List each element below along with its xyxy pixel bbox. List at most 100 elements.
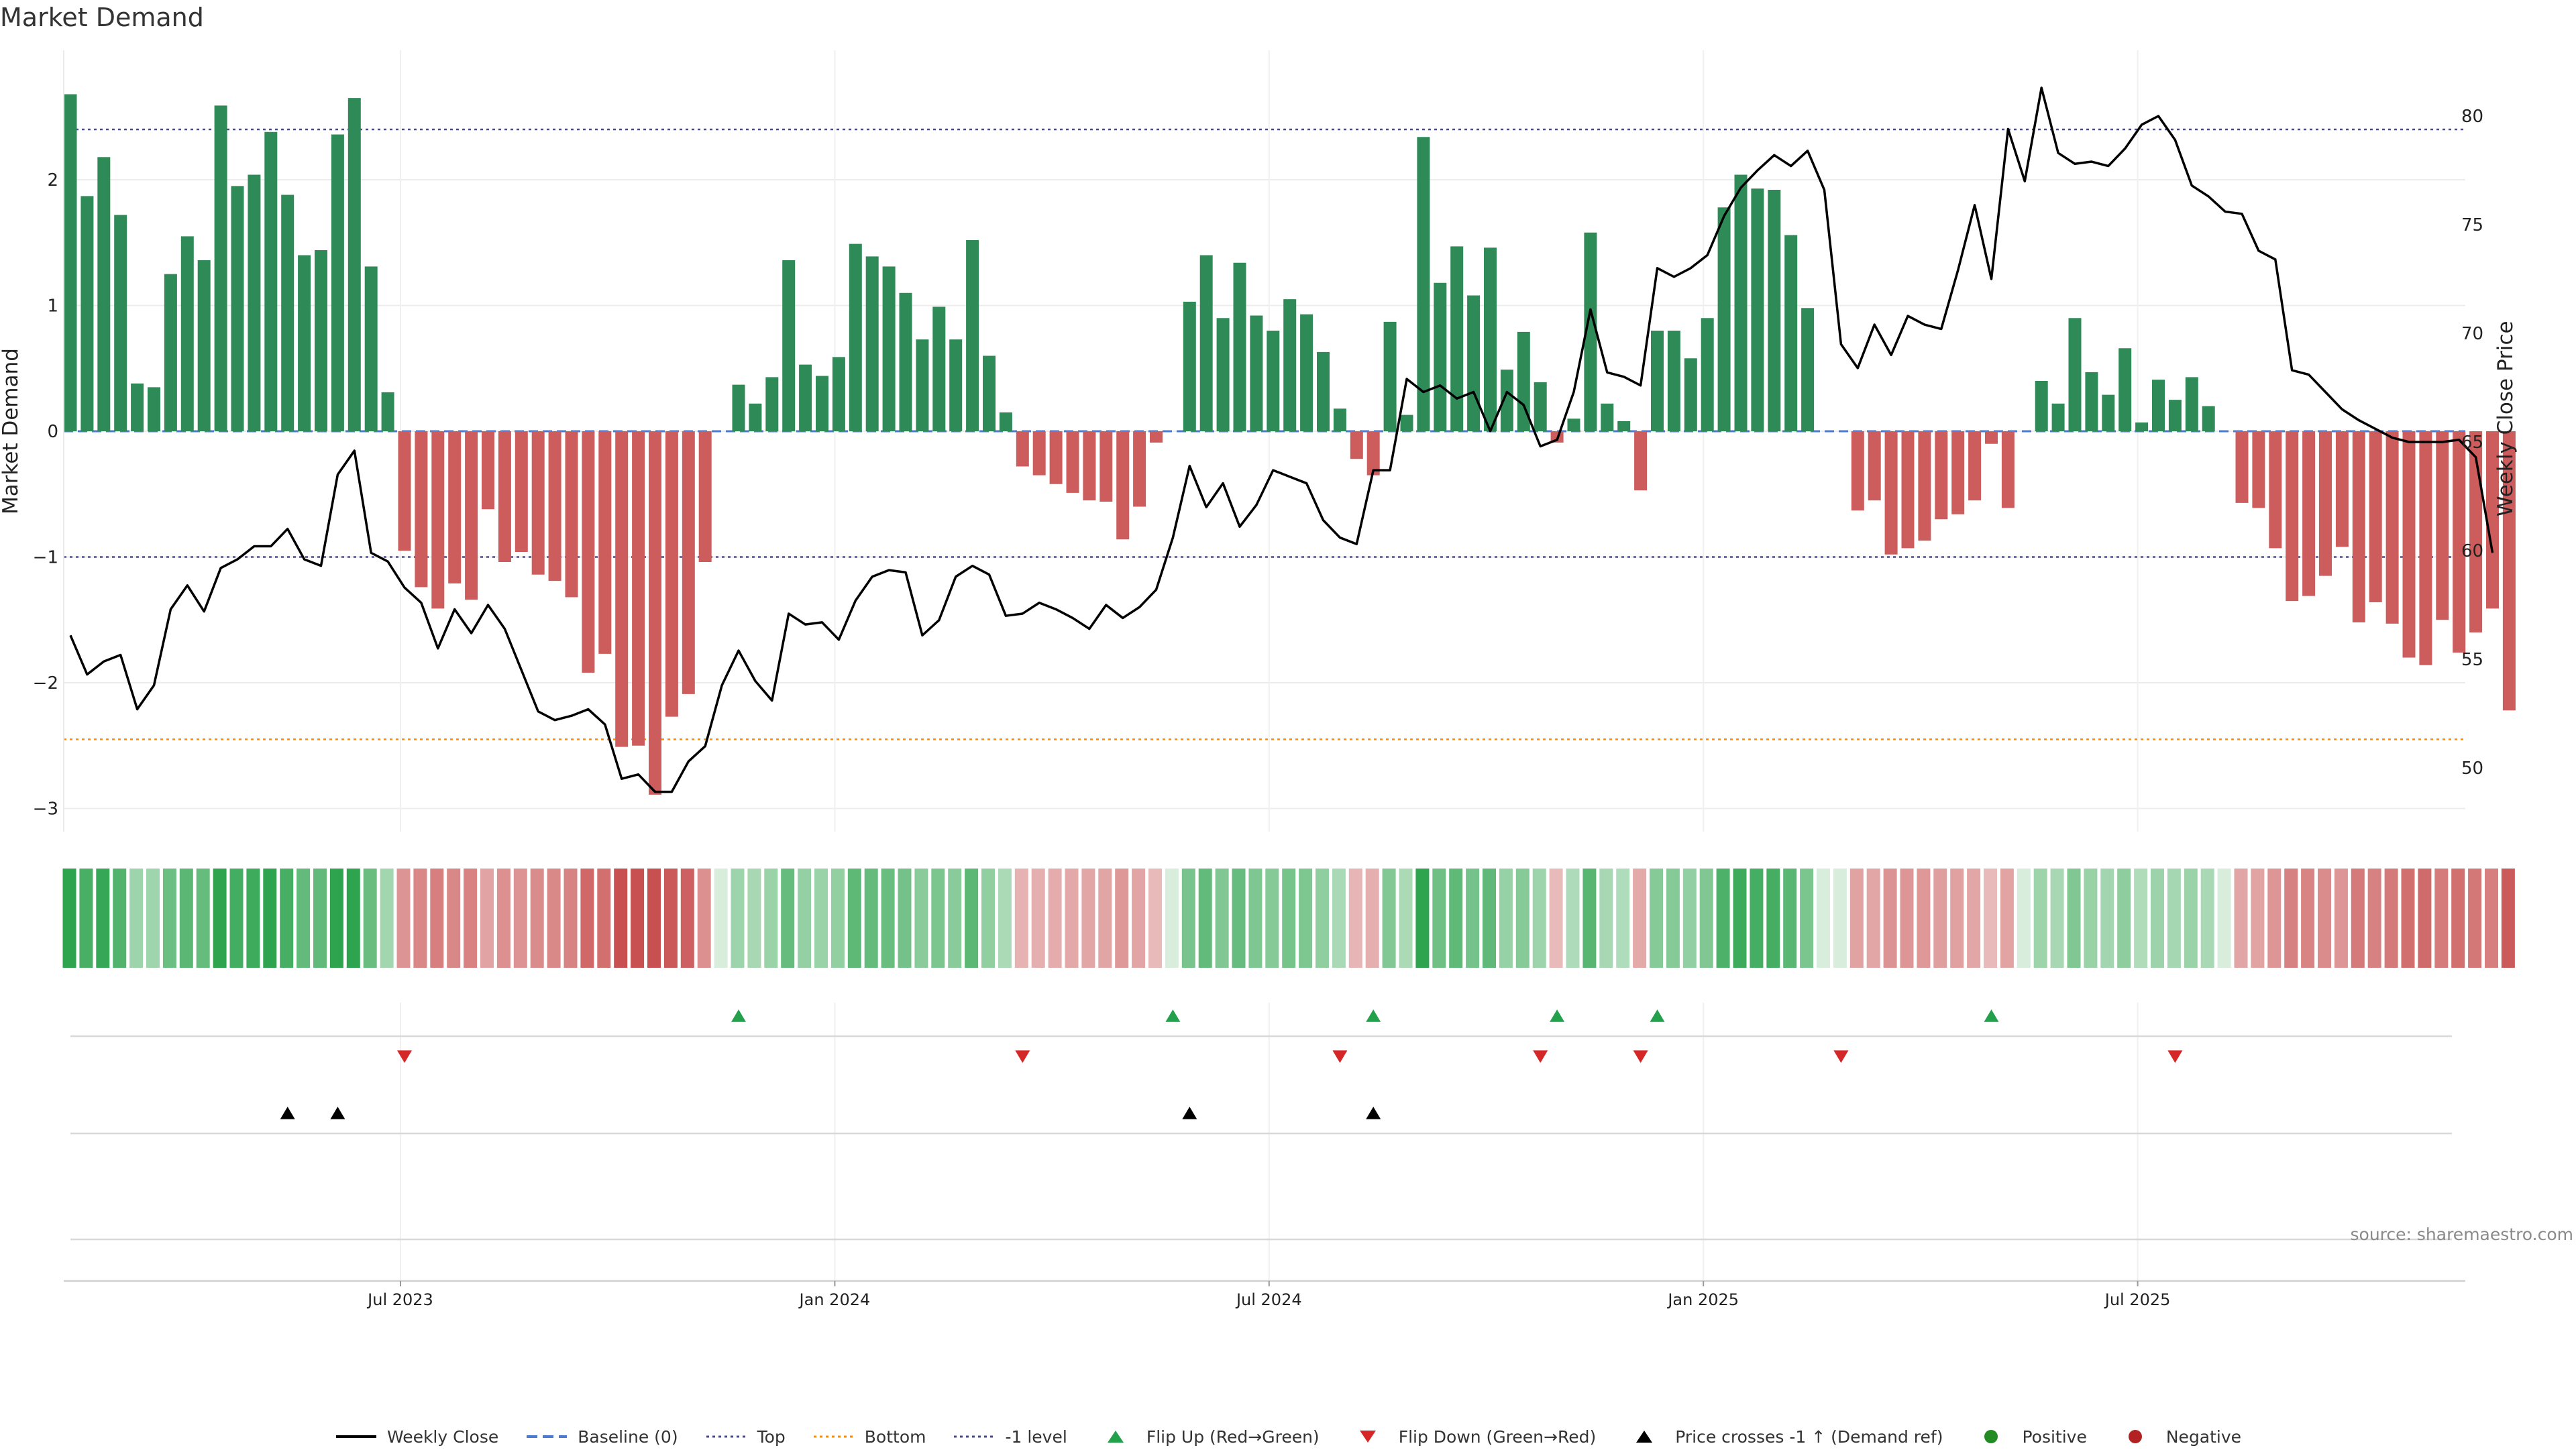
demand-bar <box>1366 431 1380 476</box>
heat-cell <box>496 869 511 968</box>
demand-bar <box>1484 247 1497 431</box>
demand-bar <box>64 94 77 431</box>
heat-cell <box>1917 869 1931 968</box>
demand-bar <box>2319 431 2332 576</box>
heat-cell <box>731 869 745 968</box>
demand-bar <box>1417 137 1430 431</box>
demand-bar <box>1150 431 1163 443</box>
heat-cell <box>1599 869 1613 968</box>
heat-cell <box>1532 869 1546 968</box>
y-axis-label: Market Demand <box>0 348 23 514</box>
heat-cell <box>1883 869 1897 968</box>
heat-cell <box>530 869 544 968</box>
heat-cell <box>1950 869 1964 968</box>
demand-bar <box>1534 382 1547 431</box>
heat-cell <box>329 869 343 968</box>
heat-cell <box>1967 869 1981 968</box>
y2-tick-label: 65 <box>2461 433 2483 453</box>
demand-bar <box>331 134 344 431</box>
demand-bar <box>2185 377 2198 431</box>
heat-cell <box>2033 869 2047 968</box>
legend-label: Negative <box>2165 1427 2242 1447</box>
demand-bar <box>1634 431 1648 491</box>
demand-bar <box>832 357 845 431</box>
legend-item: Weekly Close <box>335 1427 498 1447</box>
heat-cell <box>2418 869 2432 968</box>
demand-bar <box>1066 431 1079 493</box>
demand-bar <box>97 157 111 431</box>
demand-bar <box>1935 431 1948 520</box>
heat-cell <box>798 869 812 968</box>
heat-cell <box>2134 869 2148 968</box>
heat-cell <box>380 869 394 968</box>
demand-bar <box>1216 318 1230 431</box>
demand-bar <box>1918 431 1931 541</box>
demand-bar <box>381 392 394 431</box>
demand-bar <box>1083 431 1096 501</box>
demand-bar <box>2252 431 2265 508</box>
demand-bar <box>899 292 912 431</box>
heat-cell <box>2167 869 2181 968</box>
heat-cell <box>714 869 728 968</box>
heat-cell <box>631 869 645 968</box>
demand-bar <box>1049 431 1063 484</box>
demand-bar <box>114 215 127 431</box>
heat-cell <box>1148 869 1162 968</box>
demand-bar <box>1099 431 1113 502</box>
demand-bar <box>1383 321 1397 431</box>
heat-cell <box>580 869 594 968</box>
demand-bar <box>2502 431 2516 711</box>
heat-cell <box>2151 869 2164 968</box>
heat-cell <box>1483 869 1496 968</box>
legend-item: Positive <box>1970 1427 2087 1447</box>
heat-cell <box>697 869 711 968</box>
heat-cell <box>1833 869 1847 968</box>
heat-cell <box>2468 869 2482 968</box>
heat-cell <box>396 869 411 968</box>
heat-cell <box>1933 869 1947 968</box>
flip-up-marker <box>1165 1009 1181 1022</box>
demand-bar <box>1768 190 1781 431</box>
demand-bar <box>1784 235 1798 431</box>
y2-tick-label: 80 <box>2461 107 2483 127</box>
legend-label: Flip Down (Green→Red) <box>1398 1427 1597 1447</box>
line-swatch-icon <box>813 1435 854 1438</box>
demand-bar <box>916 339 929 431</box>
flip-up-marker <box>731 1009 746 1022</box>
demand-bar <box>949 339 963 431</box>
demand-bar <box>632 431 645 746</box>
heat-cell <box>2234 869 2248 968</box>
heat-cell <box>1466 869 1480 968</box>
demand-bar <box>1500 370 1513 431</box>
heat-cell <box>2401 869 2415 968</box>
heat-cell <box>2434 869 2449 968</box>
heat-cell <box>1215 869 1229 968</box>
heat-cell <box>2000 869 2014 968</box>
demand-bar <box>1968 431 1982 501</box>
demand-bar <box>2118 348 2132 431</box>
demand-bar <box>1133 431 1146 507</box>
demand-bar <box>2352 431 2365 622</box>
demand-bar <box>598 431 612 654</box>
demand-bar <box>2385 431 2399 624</box>
demand-bar <box>448 431 462 583</box>
heat-cell <box>965 869 979 968</box>
demand-bar <box>2335 431 2349 547</box>
flip-down-marker <box>1015 1050 1030 1063</box>
demand-bar <box>698 431 712 562</box>
chart-title: Market Demand <box>0 3 204 32</box>
y2-tick-label: 50 <box>2461 759 2483 779</box>
demand-bar <box>765 377 779 431</box>
demand-bar <box>2168 400 2182 431</box>
heat-cell <box>1399 869 1413 968</box>
heat-cell <box>764 869 778 968</box>
demand-bar <box>865 256 879 431</box>
demand-bar <box>1450 246 1464 431</box>
demand-bar <box>1400 414 1413 431</box>
heat-cell <box>1248 869 1263 968</box>
heat-cell <box>129 869 144 968</box>
y2-axis-label: Weekly Close Price <box>2493 321 2518 516</box>
demand-bar <box>1467 295 1481 431</box>
y-tick-label: 1 <box>47 296 58 317</box>
